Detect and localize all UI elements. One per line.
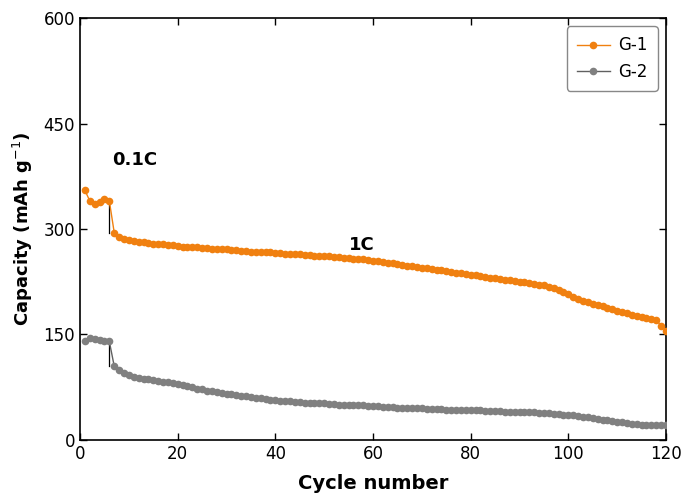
G-2 <box>208 389 216 395</box>
Line: G-2: G-2 <box>81 334 670 429</box>
G-1 <box>403 263 412 269</box>
G-1 <box>540 282 548 288</box>
G-1 <box>237 248 245 254</box>
G-1 <box>203 245 211 251</box>
G-2 <box>652 422 660 428</box>
G-2 <box>408 405 416 411</box>
G-2 <box>486 408 494 414</box>
G-2 <box>81 339 89 345</box>
G-1 <box>81 187 89 194</box>
G-1 <box>662 328 670 334</box>
X-axis label: Cycle number: Cycle number <box>298 474 448 493</box>
Y-axis label: Capacity (mAh g$^{-1}$): Capacity (mAh g$^{-1}$) <box>11 132 35 327</box>
Text: 0.1C: 0.1C <box>112 151 157 169</box>
G-2 <box>638 422 646 428</box>
G-1 <box>481 274 489 280</box>
Text: 1C: 1C <box>349 235 374 254</box>
G-2 <box>86 335 94 341</box>
G-2 <box>545 410 553 416</box>
G-1 <box>642 316 651 322</box>
Legend: G-1, G-2: G-1, G-2 <box>567 26 658 91</box>
G-2 <box>242 393 250 399</box>
G-2 <box>662 422 670 428</box>
Line: G-1: G-1 <box>81 186 670 335</box>
